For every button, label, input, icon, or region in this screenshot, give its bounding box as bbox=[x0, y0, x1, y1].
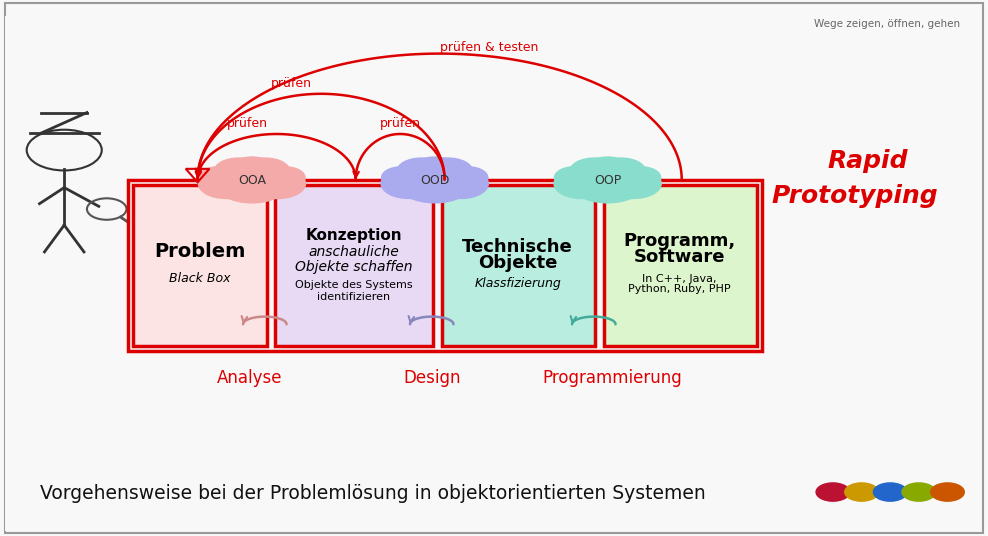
Circle shape bbox=[214, 162, 289, 203]
Circle shape bbox=[607, 169, 661, 198]
Text: prüfen: prüfen bbox=[226, 117, 268, 130]
Circle shape bbox=[413, 157, 456, 181]
Text: In C++, Java,: In C++, Java, bbox=[642, 274, 717, 284]
Circle shape bbox=[554, 167, 595, 189]
Text: Objekte: Objekte bbox=[478, 254, 557, 272]
Text: Rapid: Rapid bbox=[827, 149, 908, 173]
Text: Prototyping: Prototyping bbox=[772, 184, 938, 207]
Text: Black Box: Black Box bbox=[169, 272, 230, 285]
Text: Objekte schaffen: Objekte schaffen bbox=[295, 260, 412, 274]
Text: prüfen & testen: prüfen & testen bbox=[440, 41, 538, 54]
Circle shape bbox=[931, 483, 964, 501]
Circle shape bbox=[230, 157, 274, 181]
Text: prüfen: prüfen bbox=[271, 77, 312, 90]
Text: Klassfizierung: Klassfizierung bbox=[474, 277, 561, 289]
Circle shape bbox=[845, 483, 878, 501]
Circle shape bbox=[586, 157, 629, 181]
Text: prüfen: prüfen bbox=[379, 117, 421, 130]
Circle shape bbox=[570, 158, 619, 185]
Circle shape bbox=[214, 158, 264, 185]
Circle shape bbox=[199, 169, 253, 198]
Circle shape bbox=[554, 169, 609, 198]
Text: Python, Ruby, PHP: Python, Ruby, PHP bbox=[628, 285, 731, 294]
Circle shape bbox=[397, 162, 472, 203]
Text: identifizieren: identifizieren bbox=[317, 293, 390, 302]
Circle shape bbox=[816, 483, 850, 501]
Circle shape bbox=[265, 167, 305, 189]
Circle shape bbox=[902, 483, 936, 501]
Text: Problem: Problem bbox=[154, 242, 245, 262]
Text: Wege zeigen, öffnen, gehen: Wege zeigen, öffnen, gehen bbox=[814, 19, 960, 29]
FancyBboxPatch shape bbox=[5, 16, 124, 531]
Text: Objekte des Systems: Objekte des Systems bbox=[294, 280, 413, 290]
Circle shape bbox=[381, 169, 436, 198]
Circle shape bbox=[596, 158, 645, 185]
Text: Design: Design bbox=[403, 369, 460, 387]
Circle shape bbox=[397, 158, 447, 185]
Circle shape bbox=[381, 167, 422, 189]
Text: Programm,: Programm, bbox=[623, 232, 736, 250]
Circle shape bbox=[199, 167, 239, 189]
Circle shape bbox=[251, 169, 305, 198]
FancyBboxPatch shape bbox=[275, 185, 433, 346]
Text: Technische: Technische bbox=[462, 237, 573, 256]
Circle shape bbox=[873, 483, 907, 501]
Text: OOA: OOA bbox=[238, 174, 266, 188]
Circle shape bbox=[620, 167, 661, 189]
Text: OOD: OOD bbox=[420, 174, 450, 188]
Circle shape bbox=[434, 169, 488, 198]
Circle shape bbox=[570, 162, 645, 203]
Text: Vorgehensweise bei der Problemlösung in objektorientierten Systemen: Vorgehensweise bei der Problemlösung in … bbox=[40, 483, 705, 503]
Circle shape bbox=[423, 158, 472, 185]
FancyBboxPatch shape bbox=[442, 185, 595, 346]
Circle shape bbox=[448, 167, 488, 189]
Text: Programmierung: Programmierung bbox=[542, 369, 683, 387]
Text: Konzeption: Konzeption bbox=[305, 228, 402, 243]
Text: Software: Software bbox=[634, 248, 725, 266]
Text: OOP: OOP bbox=[594, 174, 621, 188]
FancyBboxPatch shape bbox=[133, 185, 267, 346]
Text: Analyse: Analyse bbox=[217, 369, 283, 387]
Circle shape bbox=[240, 158, 289, 185]
FancyBboxPatch shape bbox=[604, 185, 757, 346]
Text: anschauliche: anschauliche bbox=[308, 245, 399, 259]
